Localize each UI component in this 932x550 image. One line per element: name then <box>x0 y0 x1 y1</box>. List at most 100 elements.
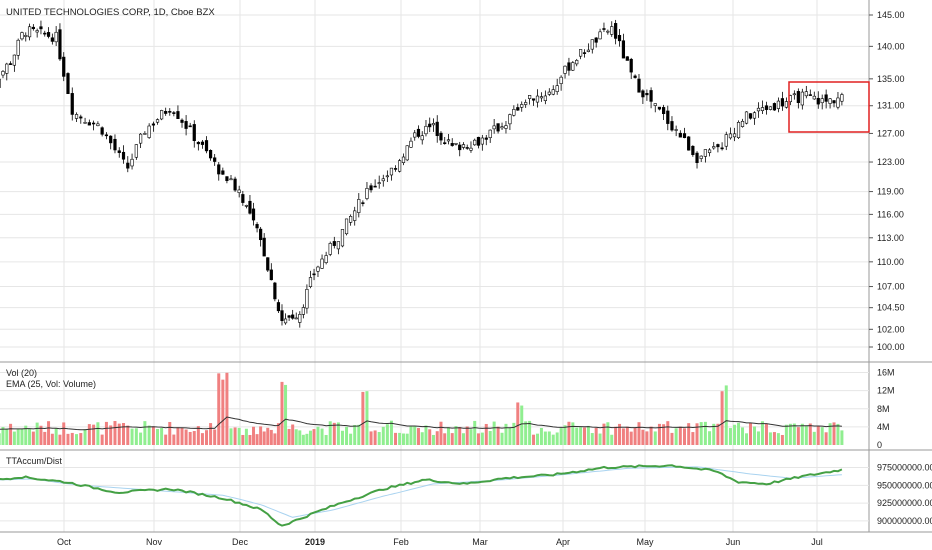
candle-body <box>832 100 836 104</box>
volume-bar <box>828 423 832 445</box>
volume-bar <box>336 422 340 445</box>
candle-body <box>670 121 674 131</box>
candle-body <box>645 93 649 96</box>
volume-bar <box>454 426 458 445</box>
candle-body <box>606 30 610 33</box>
volume-bar <box>716 423 720 445</box>
volume-bar <box>308 430 312 445</box>
volume-bar <box>9 423 13 445</box>
candle-body <box>454 142 458 145</box>
candle-body <box>237 189 241 193</box>
candle-body <box>439 132 443 141</box>
candle-body <box>66 73 70 95</box>
volume-bar <box>291 424 295 445</box>
candle-body <box>287 315 291 318</box>
volume-bar <box>184 429 188 445</box>
candle-body <box>649 90 653 102</box>
candle-body <box>269 269 273 281</box>
volume-bar <box>674 428 678 445</box>
candle-body <box>816 97 820 105</box>
volume-bar <box>113 421 117 445</box>
price-tick-label: 135.00 <box>877 74 905 84</box>
candle-body <box>1 71 5 76</box>
volume-bar <box>369 431 373 445</box>
candle-body <box>121 151 126 160</box>
candle-body <box>298 314 302 323</box>
candle-body <box>804 91 808 97</box>
volume-bar <box>413 425 417 445</box>
volume-bar <box>516 402 520 445</box>
candle-body <box>780 98 784 107</box>
volume-tick-label: 0 <box>877 440 882 450</box>
volume-ema-line <box>0 416 842 431</box>
candle-body <box>316 266 320 272</box>
volume-bar <box>301 434 305 445</box>
candle-body <box>764 105 769 110</box>
volume-bar <box>598 433 602 445</box>
volume-bar <box>547 431 551 445</box>
candle-body <box>641 90 645 98</box>
volume-bar <box>373 430 377 445</box>
candle-body <box>5 63 9 74</box>
candle-body <box>353 210 357 221</box>
candle-body <box>31 26 35 30</box>
volume-bar <box>625 426 629 445</box>
volume-bar <box>662 424 666 445</box>
candle-body <box>699 155 703 159</box>
candle-body <box>357 199 361 213</box>
candle-body <box>83 122 87 124</box>
candle-body <box>70 93 74 115</box>
volume-bar <box>610 434 614 445</box>
volume-bar <box>248 434 252 445</box>
candle-body <box>184 121 188 129</box>
candle-body <box>262 237 266 257</box>
volume-bar <box>345 426 349 445</box>
volume-bar <box>551 434 555 445</box>
volume-pane-title: Vol (20) <box>6 368 37 378</box>
candle-body <box>8 63 13 65</box>
candle-body <box>695 152 699 163</box>
price-tick-label: 102.00 <box>877 324 905 334</box>
volume-bar <box>332 422 336 445</box>
candle-body <box>563 65 567 74</box>
volume-bar <box>75 434 79 445</box>
candle-body <box>188 125 192 128</box>
candle-body <box>629 58 633 73</box>
volume-bar <box>756 431 760 445</box>
candle-body <box>62 56 66 77</box>
volume-bar <box>772 432 776 445</box>
volume-bar <box>83 429 87 445</box>
time-axis: Oct Nov Dec 2019 Feb Mar Apr May Jun Jul <box>57 537 823 547</box>
candle-body <box>413 132 417 138</box>
time-tick-label: May <box>636 537 654 547</box>
candle-body <box>420 135 424 141</box>
candle-body <box>405 145 409 161</box>
candle-body <box>575 60 579 65</box>
candle-body <box>707 149 712 154</box>
volume-bar <box>653 431 657 445</box>
candle-body <box>435 121 439 136</box>
candle-body <box>155 119 160 123</box>
volume-bar <box>691 432 695 445</box>
volume-bar <box>43 431 47 445</box>
volume-bar <box>602 423 606 445</box>
volume-bar <box>320 428 324 445</box>
price-tick-label: 119.00 <box>877 187 904 197</box>
candle-body <box>796 91 800 104</box>
candle-body <box>324 255 328 263</box>
volume-bar <box>563 425 567 445</box>
volume-bar <box>276 423 280 445</box>
candle-body <box>192 124 196 141</box>
volume-tick-label: 4M <box>877 422 890 432</box>
volume-bars <box>0 372 844 445</box>
candle-body <box>724 134 728 147</box>
candle-body <box>35 30 39 33</box>
candle-body <box>87 122 91 126</box>
candle-body <box>450 143 454 146</box>
candle-body <box>500 126 504 129</box>
volume-tick-label: 16M <box>877 368 895 378</box>
volume-bar <box>476 433 480 445</box>
volume-bar <box>241 434 245 445</box>
volume-bar <box>836 423 840 445</box>
volume-bar <box>670 432 674 445</box>
